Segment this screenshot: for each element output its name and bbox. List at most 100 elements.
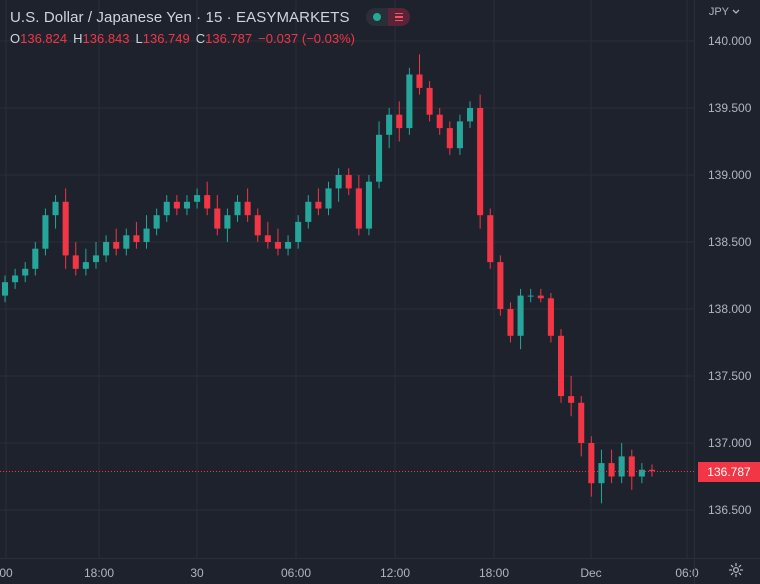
candle-body: [426, 87, 433, 115]
candle-body: [22, 268, 29, 276]
x-tick-label: 18:00: [479, 566, 509, 580]
candle-body: [103, 242, 110, 256]
candle-body: [345, 175, 352, 189]
candle-body: [92, 255, 100, 263]
candle-body: [153, 215, 160, 229]
candle-body: [517, 295, 524, 336]
candle-body: [244, 201, 251, 216]
candle-body: [568, 396, 575, 403]
candle-body: [557, 335, 565, 397]
candle-body: [52, 201, 59, 216]
candle-body: [163, 201, 170, 216]
data-status-badge[interactable]: [387, 8, 410, 26]
candle-body: [325, 188, 332, 209]
candle-body: [446, 128, 453, 149]
candle-body: [143, 228, 150, 242]
y-tick-label: 137.000: [708, 436, 752, 450]
candle-body: [42, 215, 49, 249]
candle-body: [365, 181, 372, 229]
candle-body: [355, 188, 362, 229]
x-tick-label: 06:00: [281, 566, 311, 580]
last-price-label: 136.787: [698, 462, 760, 482]
x-tick-label: 18:00: [84, 566, 114, 580]
candle-body: [618, 456, 625, 477]
y-tick-label: 139.000: [708, 168, 752, 182]
candle-body: [113, 242, 120, 249]
ohlc-high: H136.843: [73, 31, 130, 46]
ohlc-change: −0.037 (−0.03%): [258, 31, 355, 46]
candle-body: [648, 469, 656, 472]
y-tick-label: 139.500: [708, 101, 752, 115]
candle-body: [173, 201, 180, 209]
currency-label: JPY: [708, 6, 729, 18]
candle-body: [406, 74, 413, 129]
candle-body: [507, 309, 514, 336]
candle-body: [285, 242, 292, 249]
ohlc-close: C136.787: [195, 31, 253, 46]
status-badges[interactable]: [365, 8, 410, 26]
candle-body: [234, 201, 241, 216]
x-tick-label: Dec: [580, 566, 601, 580]
x-tick-label: 12:00: [380, 566, 410, 580]
candle-body: [335, 175, 342, 189]
candle-body: [133, 235, 140, 242]
candle-body: [376, 134, 383, 182]
ohlc-legend: O136.824 H136.843 L136.749 C136.787 −0.0…: [10, 31, 355, 46]
ohlc-low: L136.749: [135, 31, 190, 46]
candle-body: [32, 248, 39, 269]
gear-icon[interactable]: [728, 562, 744, 578]
candle-body: [305, 201, 312, 222]
candle-body: [194, 195, 201, 202]
x-tick-label: 00: [0, 566, 13, 580]
candle-body: [456, 121, 463, 149]
candle-body: [62, 201, 69, 256]
candle-body: [588, 443, 595, 484]
candle-body: [416, 74, 423, 88]
candle-body: [608, 463, 615, 477]
candle-body: [628, 456, 635, 477]
candle-body: [598, 463, 605, 484]
y-tick-label: 137.500: [708, 369, 752, 383]
candle-body: [123, 235, 130, 249]
candle-body: [1, 282, 9, 296]
y-tick-label: 136.500: [708, 503, 752, 517]
candle-body: [315, 201, 322, 209]
ohlc-open: O136.824: [10, 31, 68, 46]
x-tick-label: 06:0: [675, 566, 699, 580]
candle-body: [547, 298, 554, 336]
candle-body: [386, 114, 393, 135]
candle-body: [578, 402, 585, 443]
candle-body: [224, 215, 231, 229]
candle-body: [183, 201, 191, 209]
candle-body: [295, 221, 302, 242]
menu-lines-icon: [394, 12, 403, 22]
candle-body: [214, 208, 221, 229]
candle-body: [638, 469, 645, 477]
symbol-header: U.S. Dollar / Japanese Yen · 15 · EASYMA…: [10, 7, 410, 27]
candle-body: [466, 108, 474, 122]
candle-body: [204, 195, 211, 209]
candle-body: [477, 108, 484, 216]
y-tick-label: 138.500: [708, 235, 752, 249]
currency-selector[interactable]: JPY: [709, 6, 740, 18]
symbol-title[interactable]: U.S. Dollar / Japanese Yen · 15 · EASYMA…: [10, 8, 350, 26]
x-tick-label: 30: [190, 566, 204, 580]
candle-body: [254, 215, 261, 236]
candle-body: [527, 295, 534, 297]
market-status-badge[interactable]: [365, 8, 388, 26]
candle-body: [436, 114, 443, 129]
candle-body: [396, 114, 403, 129]
candle-body: [537, 295, 544, 299]
candle-body: [82, 262, 89, 269]
candle-body: [487, 215, 494, 263]
candle-body: [274, 242, 281, 249]
y-tick-label: 138.000: [708, 302, 752, 316]
candle-body: [12, 275, 19, 283]
candle-body: [72, 255, 79, 269]
market-open-dot-icon: [372, 13, 381, 21]
chevron-down-icon: [732, 9, 740, 14]
y-tick-label: 140.000: [708, 34, 752, 48]
candle-body: [264, 235, 271, 242]
